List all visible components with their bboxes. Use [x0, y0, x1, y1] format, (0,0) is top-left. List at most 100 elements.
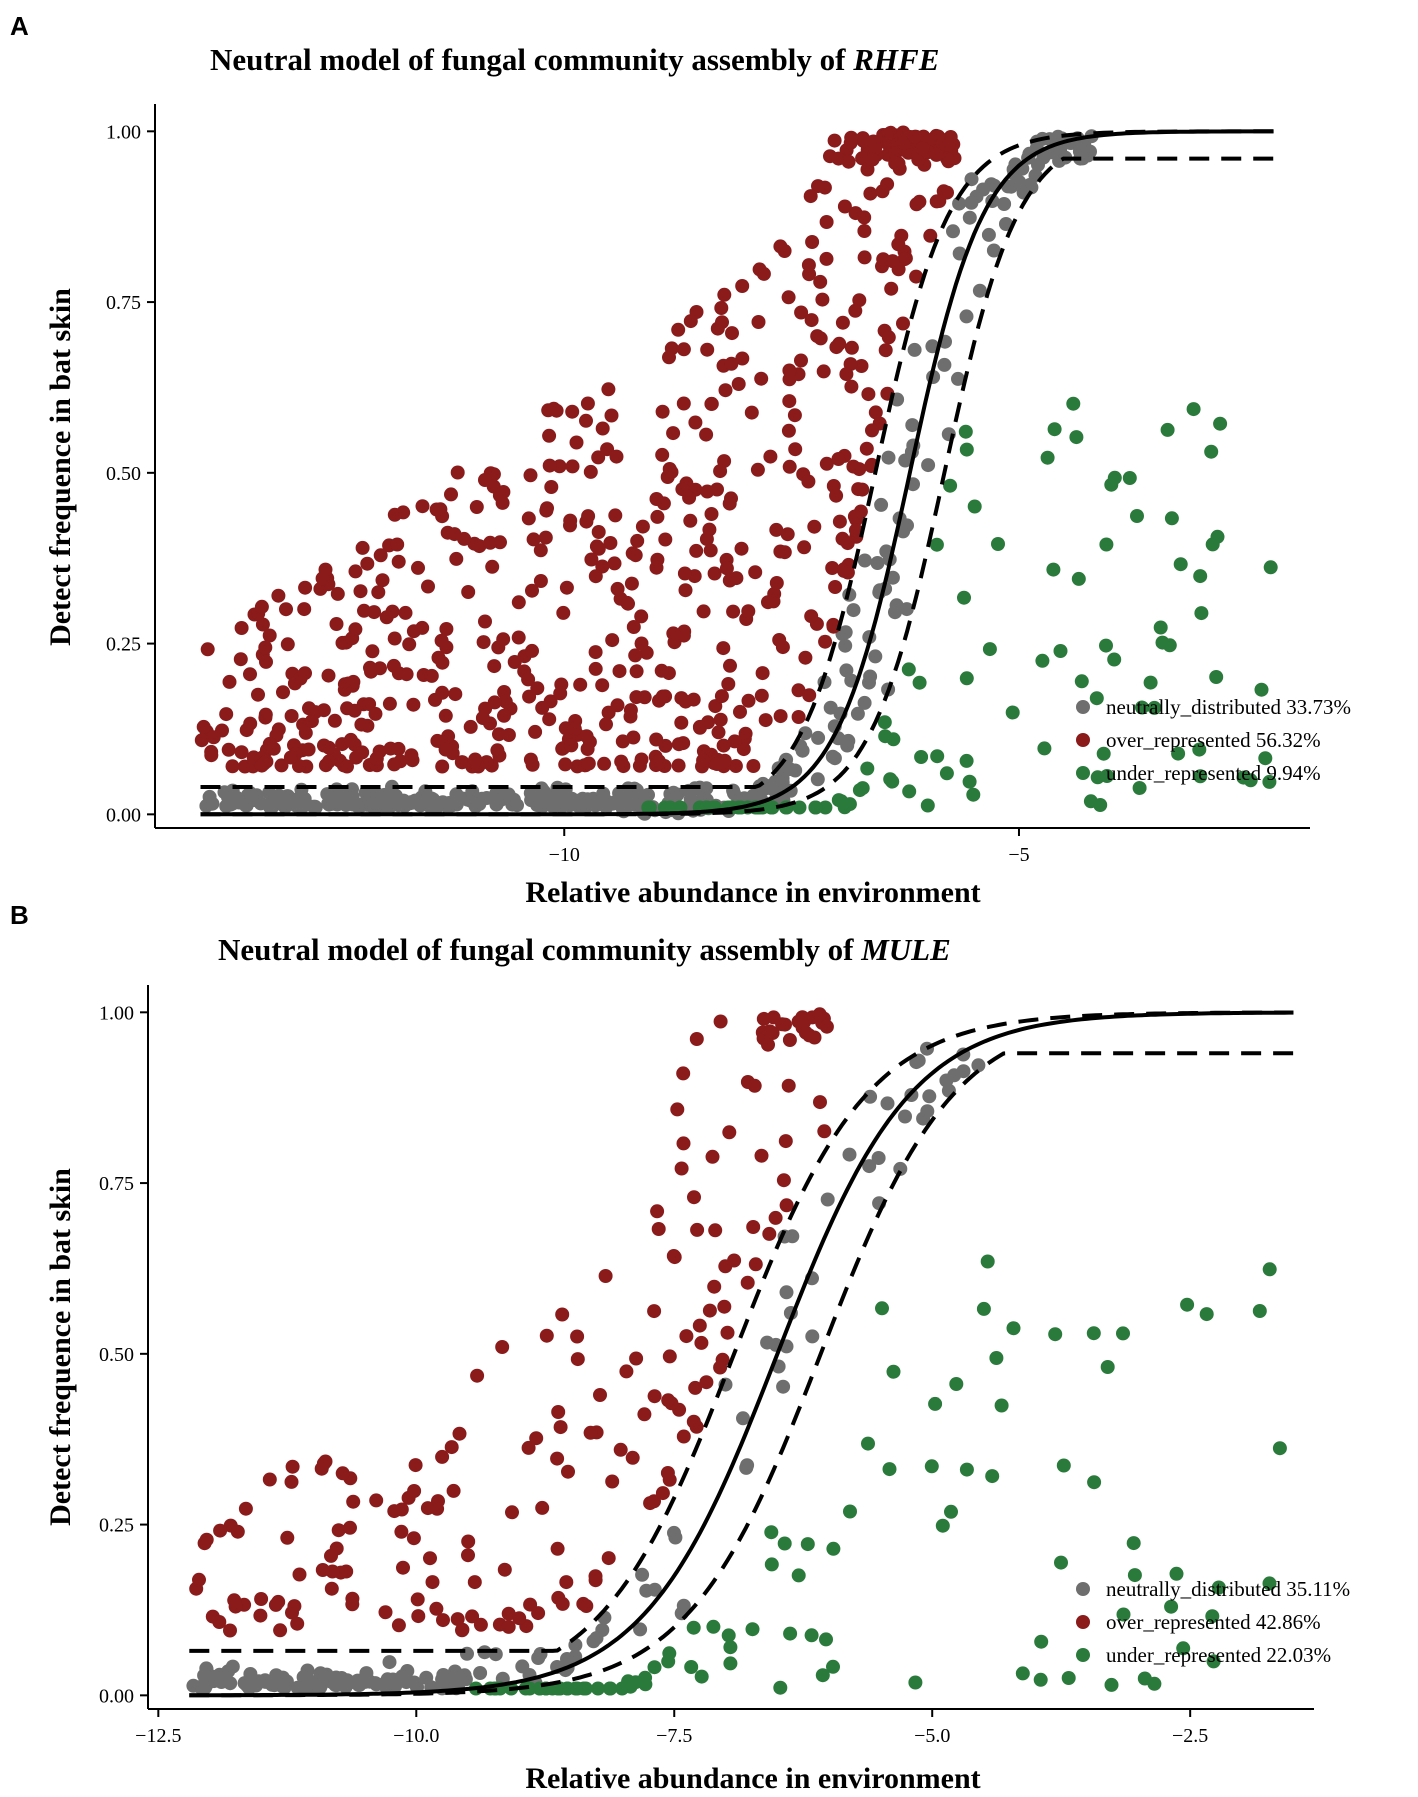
x-tick-label-b: −2.5 — [1172, 1725, 1208, 1747]
data-point-under-b — [1127, 1568, 1142, 1583]
data-point-over-b — [461, 1548, 475, 1563]
data-point-under-a — [1193, 569, 1208, 584]
data-point-over-a — [343, 732, 358, 747]
data-point-under-a — [1047, 422, 1062, 437]
data-point-over-a — [696, 604, 711, 619]
data-point-neutral-b — [667, 1525, 681, 1540]
data-point-over-a — [599, 717, 613, 732]
x-tick-label-b: −10.0 — [393, 1725, 439, 1747]
data-point-over-a — [658, 689, 673, 704]
data-point-over-b — [391, 1618, 406, 1633]
data-point-under-b — [882, 1462, 897, 1477]
data-point-over-a — [688, 415, 703, 430]
data-point-neutral-a — [952, 196, 967, 211]
data-point-over-a — [523, 468, 538, 483]
data-point-over-a — [373, 548, 388, 563]
data-point-under-b — [935, 1518, 950, 1533]
data-point-over-b — [740, 1275, 755, 1290]
data-point-over-a — [262, 628, 277, 643]
data-point-over-a — [387, 757, 402, 772]
data-point-neutral-b — [760, 1335, 775, 1350]
data-point-over-a — [405, 753, 420, 768]
data-point-over-b — [465, 1609, 480, 1624]
data-point-under-a — [765, 800, 780, 815]
data-point-under-b — [560, 1681, 575, 1696]
data-point-over-a — [719, 561, 734, 576]
data-point-over-a — [897, 252, 912, 267]
chart-title-b-taxon: MULE — [860, 932, 951, 967]
data-point-over-a — [595, 678, 610, 693]
data-point-under-a — [914, 750, 929, 764]
data-point-under-a — [1130, 509, 1144, 523]
data-point-over-a — [330, 586, 345, 601]
data-point-over-b — [407, 1484, 422, 1498]
data-point-over-a — [476, 635, 491, 650]
data-point-neutral-a — [964, 195, 979, 210]
data-point-under-b — [819, 1632, 833, 1647]
data-point-under-b — [723, 1640, 738, 1655]
data-point-over-a — [630, 533, 645, 548]
data-point-over-b — [331, 1523, 346, 1538]
data-point-over-a — [369, 751, 384, 766]
data-point-under-b — [1033, 1672, 1048, 1687]
data-point-under-a — [959, 671, 974, 686]
data-point-under-b — [1205, 1609, 1220, 1624]
data-point-neutral-b — [586, 1634, 601, 1649]
data-point-over-a — [718, 383, 733, 398]
data-point-over-a — [469, 500, 484, 514]
data-point-under-a — [1037, 741, 1052, 756]
data-point-under-b — [791, 1568, 806, 1583]
data-point-over-a — [496, 632, 511, 647]
data-point-over-a — [840, 565, 855, 580]
data-point-over-b — [718, 1259, 733, 1274]
data-point-over-a — [818, 634, 833, 649]
data-point-neutral-a — [795, 743, 810, 758]
data-point-over-a — [600, 442, 615, 457]
data-point-over-b — [497, 1562, 512, 1577]
data-point-over-a — [424, 668, 439, 683]
axis-ticks-b: 0.00 0.25 0.50 0.75 1.00 −12.5 −10.0 −7.5 −5.0 −2… — [99, 1002, 1208, 1747]
data-point-over-b — [579, 1599, 594, 1613]
data-point-over-b — [539, 1328, 554, 1343]
data-point-under-b — [721, 1628, 736, 1643]
data-point-under-a — [1100, 769, 1114, 783]
data-point-over-a — [583, 464, 598, 479]
data-point-under-b — [773, 1680, 788, 1695]
data-point-over-b — [662, 1472, 677, 1487]
y-axis-label-b: Detect frequence in bat skin — [44, 1168, 77, 1526]
data-point-over-a — [591, 525, 606, 539]
data-point-over-a — [434, 633, 449, 648]
data-point-under-b — [591, 1681, 605, 1696]
data-point-under-a — [1096, 746, 1111, 761]
data-point-under-a — [1005, 705, 1020, 720]
y-tick-label-b: 0.50 — [99, 1344, 134, 1366]
data-point-over-b — [435, 1449, 450, 1464]
data-point-over-a — [721, 677, 736, 691]
data-point-over-a — [855, 131, 870, 146]
data-point-over-a — [501, 728, 516, 742]
data-point-neutral-b — [909, 1055, 924, 1070]
data-point-neutral-a — [798, 726, 813, 741]
data-point-over-b — [287, 1599, 302, 1614]
data-point-neutral-a — [383, 793, 398, 808]
data-point-over-a — [676, 628, 691, 643]
data-point-over-a — [567, 721, 582, 736]
data-point-over-a — [844, 130, 859, 145]
data-point-over-a — [539, 503, 554, 518]
data-point-over-b — [411, 1609, 426, 1624]
data-point-over-a — [542, 712, 557, 727]
data-point-under-b — [1086, 1326, 1101, 1341]
data-point-over-a — [751, 315, 766, 329]
data-point-over-a — [391, 554, 406, 569]
data-point-under-b — [985, 1469, 1000, 1484]
data-point-under-b — [1164, 1599, 1179, 1614]
data-point-over-a — [206, 730, 221, 745]
data-point-over-a — [635, 519, 650, 534]
data-point-over-a — [196, 719, 211, 734]
data-point-over-b — [588, 1569, 603, 1584]
data-point-over-a — [769, 576, 784, 590]
data-point-over-a — [897, 136, 912, 151]
data-point-under-a — [1083, 794, 1098, 809]
data-point-neutral-a — [962, 210, 977, 225]
data-point-under-a — [1213, 416, 1228, 431]
